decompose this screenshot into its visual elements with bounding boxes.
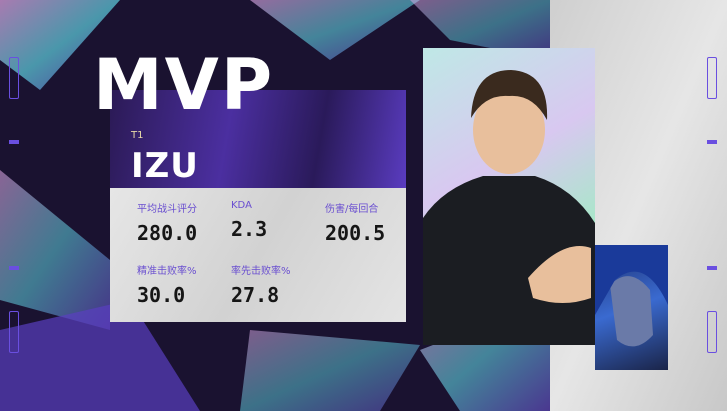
stat-acs: 平均战斗评分 280.0	[137, 200, 197, 245]
side-tag-left-top	[9, 57, 19, 99]
side-tag-left-bottom	[9, 311, 19, 353]
side-marker	[707, 140, 717, 144]
stat-value: 2.3	[231, 217, 268, 241]
stat-value: 30.0	[137, 283, 186, 307]
card-stats-area	[110, 188, 406, 322]
stat-label: 精准击败率%	[137, 266, 197, 277]
side-marker	[707, 266, 717, 270]
stat-label: 率先击败率%	[231, 266, 291, 277]
player-photo	[423, 48, 595, 345]
team-name: T1	[131, 130, 144, 141]
side-marker	[9, 140, 19, 144]
stat-value: 200.5	[325, 221, 386, 245]
stat-first-kill-rate: 率先击败率% 27.8	[231, 262, 291, 307]
side-tag-right-bottom	[707, 311, 717, 353]
stat-value: 27.8	[231, 283, 280, 307]
side-marker	[9, 266, 19, 270]
player-stats-card: T1 IZU 平均战斗评分 280.0 KDA 2.3 伤害/每回合 200.5…	[110, 90, 406, 322]
stat-label: 伤害/每回合	[325, 204, 379, 215]
stat-hs-kill-rate: 精准击败率% 30.0	[137, 262, 197, 307]
agent-portrait	[595, 245, 668, 370]
stat-value: 280.0	[137, 221, 198, 245]
stat-adr: 伤害/每回合 200.5	[325, 200, 385, 245]
mvp-title: MVP	[93, 44, 275, 126]
player-name: IZU	[131, 146, 199, 186]
stat-kda: KDA 2.3	[231, 200, 267, 241]
stat-label: KDA	[231, 200, 252, 211]
card-header	[110, 90, 406, 188]
stat-label: 平均战斗评分	[137, 204, 197, 215]
side-tag-right-top	[707, 57, 717, 99]
